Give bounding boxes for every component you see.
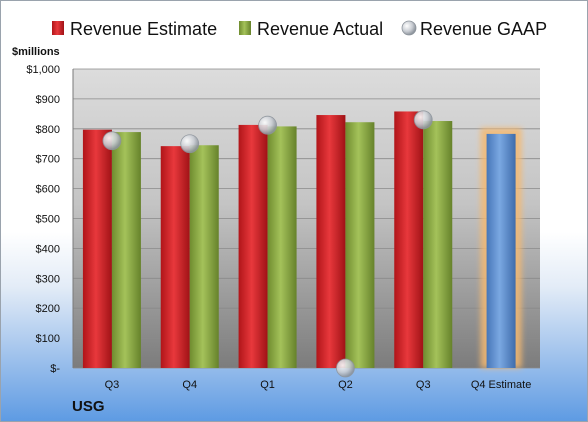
revenue-estimate-bar — [316, 115, 346, 369]
x-tick-label: Q4 — [182, 379, 197, 391]
y-tick-label: $400 — [36, 243, 60, 255]
legend-label-revenue-actual: Revenue Actual — [257, 19, 383, 39]
legend: Revenue Estimate Revenue Actual Revenue … — [52, 19, 547, 39]
legend-swatch-revenue-estimate — [52, 21, 64, 35]
revenue-gaap-point — [102, 131, 122, 151]
y-tick-label: $700 — [36, 154, 60, 166]
y-axis: $- $100 $200 $300 $400 $500 $600 $700 $800 $900 $1… — [26, 64, 74, 375]
y-tick-label: $500 — [36, 214, 60, 226]
revenue-gaap-point — [180, 134, 200, 154]
company-ticker: USG — [72, 398, 105, 415]
x-tick-label: Q1 — [260, 379, 275, 391]
bar-marks — [82, 111, 522, 369]
legend-item-revenue-estimate: Revenue Estimate — [52, 19, 217, 39]
revenue-gaap-point — [413, 110, 433, 130]
legend-item-revenue-gaap: Revenue GAAP — [401, 19, 547, 39]
revenue-gaap-point — [258, 115, 277, 135]
revenue-estimate-bar — [160, 146, 190, 368]
y-tick-label: $600 — [36, 184, 60, 196]
y-tick-label: $100 — [36, 333, 60, 345]
revenue-estimate-bar — [394, 111, 424, 368]
legend-marker-revenue-gaap — [401, 20, 417, 36]
q4-estimate-bar — [486, 133, 516, 368]
legend-label-revenue-estimate: Revenue Estimate — [70, 19, 217, 39]
x-tick-label: Q3 — [416, 379, 431, 391]
x-axis: Q3 Q4 Q1 Q2 Q3 Q4 Estimate — [105, 379, 532, 391]
legend-label-revenue-gaap: Revenue GAAP — [420, 19, 547, 39]
revenue-actual-bar — [423, 121, 453, 368]
revenue-actual-bar — [111, 132, 141, 368]
gridlines — [73, 68, 540, 369]
revenue-actual-bar — [189, 145, 219, 368]
revenue-gaap-point — [336, 358, 355, 378]
legend-swatch-revenue-actual — [239, 21, 251, 35]
x-tick-label: Q2 — [338, 379, 353, 391]
y-unit-label: $millions — [12, 46, 60, 58]
x-tick-label: Q4 Estimate — [471, 379, 532, 391]
revenue-estimate-bar — [82, 129, 112, 368]
revenue-actual-bar — [345, 122, 375, 368]
y-tick-label: $900 — [36, 94, 60, 106]
x-tick-label: Q3 — [105, 379, 120, 391]
y-tick-label: $200 — [36, 303, 60, 315]
revenue-estimate-bar — [238, 124, 268, 369]
revenue-actual-bar — [267, 126, 297, 369]
y-tick-label: $- — [50, 363, 60, 375]
gaap-points — [102, 110, 433, 378]
y-tick-label: $1,000 — [26, 64, 60, 76]
y-tick-label: $800 — [36, 124, 60, 136]
legend-item-revenue-actual: Revenue Actual — [239, 19, 383, 39]
y-tick-label: $300 — [36, 273, 60, 285]
